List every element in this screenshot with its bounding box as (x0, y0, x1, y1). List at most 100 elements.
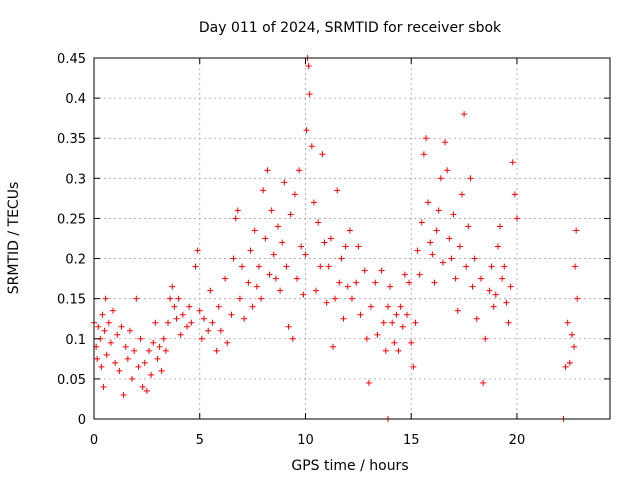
data-point (313, 287, 320, 294)
data-point (448, 255, 455, 262)
data-point (456, 243, 463, 250)
data-point (122, 343, 129, 350)
data-point (234, 207, 241, 214)
data-point (566, 359, 573, 366)
data-point (154, 355, 161, 362)
x-tick-label: 5 (196, 433, 204, 448)
y-tick-label: 0.15 (57, 293, 86, 308)
data-point (431, 279, 438, 286)
grid-lines (94, 58, 610, 419)
data-points (91, 55, 581, 422)
data-point (291, 191, 298, 198)
data-point (450, 211, 457, 218)
data-point (403, 311, 410, 318)
data-point (406, 279, 413, 286)
y-tick-label: 0.35 (57, 132, 86, 147)
data-point (94, 355, 101, 362)
data-point (414, 247, 421, 254)
data-point (365, 379, 372, 386)
data-point (274, 223, 281, 230)
data-point (437, 175, 444, 182)
data-point (574, 295, 581, 302)
data-point (513, 215, 520, 222)
data-point (412, 319, 419, 326)
data-point (308, 143, 315, 150)
data-point (357, 311, 364, 318)
data-point (116, 367, 123, 374)
data-point (344, 283, 351, 290)
data-point (230, 255, 237, 262)
data-point (361, 267, 368, 274)
data-point (363, 335, 370, 342)
data-point (217, 327, 224, 334)
data-point (156, 343, 163, 350)
data-point (486, 287, 493, 294)
data-point (423, 135, 430, 142)
data-point (133, 295, 140, 302)
data-point (395, 347, 402, 354)
data-point (105, 319, 112, 326)
data-point (169, 283, 176, 290)
data-point (175, 295, 182, 302)
data-point (425, 199, 432, 206)
data-point (103, 351, 110, 358)
data-point (473, 315, 480, 322)
data-point (209, 319, 216, 326)
data-point (287, 211, 294, 218)
data-point (129, 375, 136, 382)
data-point (251, 227, 258, 234)
data-point (429, 251, 436, 258)
data-point (114, 331, 121, 338)
data-point (139, 383, 146, 390)
data-point (186, 303, 193, 310)
data-point (222, 275, 229, 282)
data-point (325, 263, 332, 270)
data-point (382, 347, 389, 354)
x-axis-label: GPS time / hours (291, 458, 408, 474)
data-point (247, 247, 254, 254)
data-point (262, 235, 269, 242)
x-tick-label: 20 (509, 433, 526, 448)
data-point (465, 223, 472, 230)
data-point (118, 323, 125, 330)
data-point (266, 271, 273, 278)
data-point (158, 367, 165, 374)
plot-frame (93, 57, 611, 420)
data-point (294, 275, 301, 282)
data-point (503, 299, 510, 306)
data-point (349, 295, 355, 302)
data-point (107, 339, 114, 346)
data-point (461, 111, 468, 118)
data-point (336, 279, 343, 286)
data-point (418, 219, 425, 226)
data-point (372, 279, 379, 286)
data-point (471, 255, 478, 262)
data-point (340, 315, 347, 322)
data-point (192, 263, 199, 270)
data-point (110, 307, 117, 314)
data-point (439, 259, 446, 266)
data-point (507, 283, 514, 290)
data-point (306, 91, 313, 98)
data-point (270, 251, 277, 258)
data-point (492, 291, 499, 298)
data-point (264, 167, 271, 174)
data-point (408, 339, 415, 346)
data-point (488, 263, 495, 270)
data-point (228, 311, 235, 318)
data-point (283, 263, 290, 270)
data-point (397, 303, 404, 310)
data-point (368, 303, 375, 310)
data-point (224, 339, 231, 346)
data-point (427, 239, 434, 246)
data-point (95, 323, 102, 330)
data-point (98, 363, 105, 370)
data-point (99, 311, 106, 318)
data-point (285, 323, 292, 330)
data-point (452, 275, 459, 282)
data-point (469, 283, 476, 290)
data-point (272, 275, 279, 282)
data-point (562, 363, 569, 370)
data-point (401, 271, 408, 278)
y-tick-label: 0.2 (65, 253, 86, 268)
